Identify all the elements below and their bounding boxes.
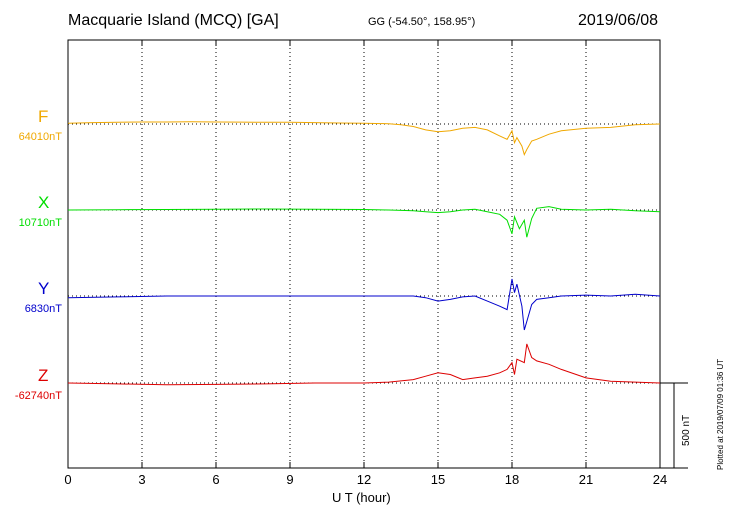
x-tick-label: 18 bbox=[505, 472, 519, 487]
date-label: 2019/06/08 bbox=[578, 12, 659, 29]
x-tick-label: 12 bbox=[357, 472, 371, 487]
baseline-value-f: 64010nT bbox=[18, 131, 62, 143]
component-label-y: Y bbox=[38, 279, 50, 298]
x-axis-label: U T (hour) bbox=[332, 490, 391, 505]
x-tick-label: 15 bbox=[431, 472, 445, 487]
component-label-z: Z bbox=[38, 366, 49, 385]
grid bbox=[141, 40, 587, 468]
scale-bar bbox=[660, 382, 688, 469]
baseline-value-z: -62740nT bbox=[14, 390, 62, 402]
coordinates-label: GG (-54.50°, 158.95°) bbox=[368, 16, 476, 28]
series-lines bbox=[67, 121, 661, 386]
scale-bar-label: 500 nT bbox=[681, 414, 692, 446]
series-line-x bbox=[67, 206, 661, 238]
baseline-value-y: 6830nT bbox=[24, 303, 62, 315]
x-tick-label: 24 bbox=[653, 472, 667, 487]
baseline-value-x: 10710nT bbox=[18, 217, 62, 229]
chart-title: Macquarie Island (MCQ) [GA] bbox=[68, 12, 279, 29]
x-tick-label: 0 bbox=[64, 472, 71, 487]
x-tick-label: 21 bbox=[579, 472, 593, 487]
x-tick-label: 6 bbox=[212, 472, 219, 487]
x-ticks: 0 3 6 9 12 15 18 21 24 bbox=[64, 40, 667, 487]
plotted-timestamp: Plotted at 2019/07/09 01:36 UT bbox=[716, 358, 725, 470]
x-tick-label: 9 bbox=[286, 472, 293, 487]
x-tick-label: 3 bbox=[138, 472, 145, 487]
series-line-z bbox=[67, 343, 661, 386]
component-label-x: X bbox=[38, 193, 50, 212]
component-label-f: F bbox=[38, 107, 49, 126]
series-line-y bbox=[67, 278, 661, 331]
series-line-f bbox=[67, 121, 661, 156]
